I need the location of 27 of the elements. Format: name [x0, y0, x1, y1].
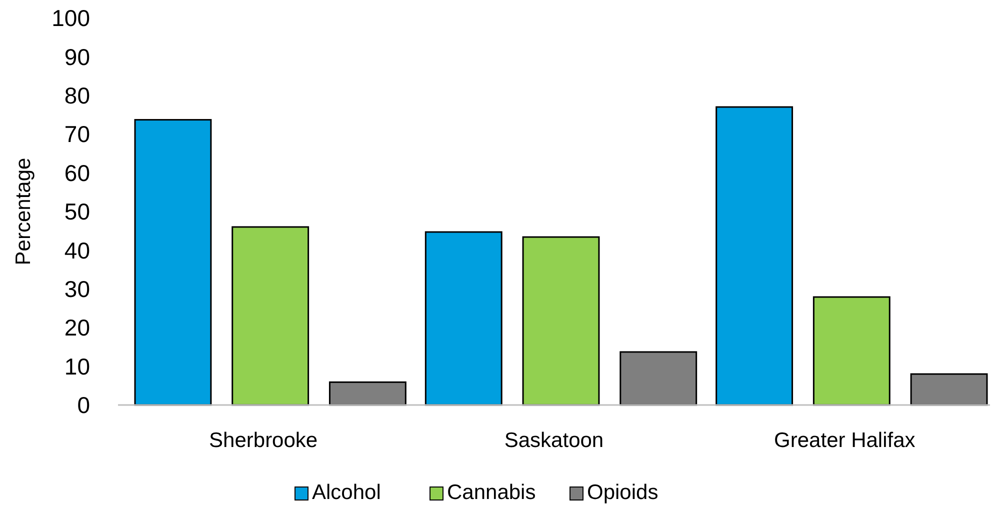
- bar: [910, 373, 988, 406]
- x-tick-label: Sherbrooke: [209, 429, 318, 452]
- bar: [134, 119, 212, 406]
- bar: [328, 381, 406, 406]
- bar: [620, 351, 698, 406]
- y-tick-label: 40: [64, 237, 90, 264]
- y-tick-label: 0: [77, 392, 90, 418]
- y-tick-label: 90: [64, 44, 90, 70]
- bar: [812, 296, 890, 406]
- y-tick-label: 100: [52, 5, 90, 32]
- legend-label: Cannabis: [447, 481, 536, 504]
- bar: [522, 236, 600, 406]
- x-tick-label: Greater Halifax: [774, 429, 916, 452]
- legend-label: Opioids: [587, 481, 658, 504]
- y-tick-label: 10: [64, 353, 90, 380]
- y-tick-label: 50: [64, 198, 90, 225]
- x-tick-label: Saskatoon: [504, 429, 604, 452]
- y-tick-label: 70: [64, 121, 90, 148]
- bar: [424, 231, 502, 406]
- bar: [232, 226, 310, 406]
- legend-label: Alcohol: [312, 481, 381, 504]
- y-tick-label: 20: [64, 314, 90, 341]
- bar: [716, 106, 794, 406]
- y-tick-label: 60: [64, 160, 90, 186]
- y-axis-title: Percentage: [12, 158, 35, 266]
- y-tick-label: 80: [64, 82, 90, 108]
- y-tick-label: 30: [64, 276, 90, 302]
